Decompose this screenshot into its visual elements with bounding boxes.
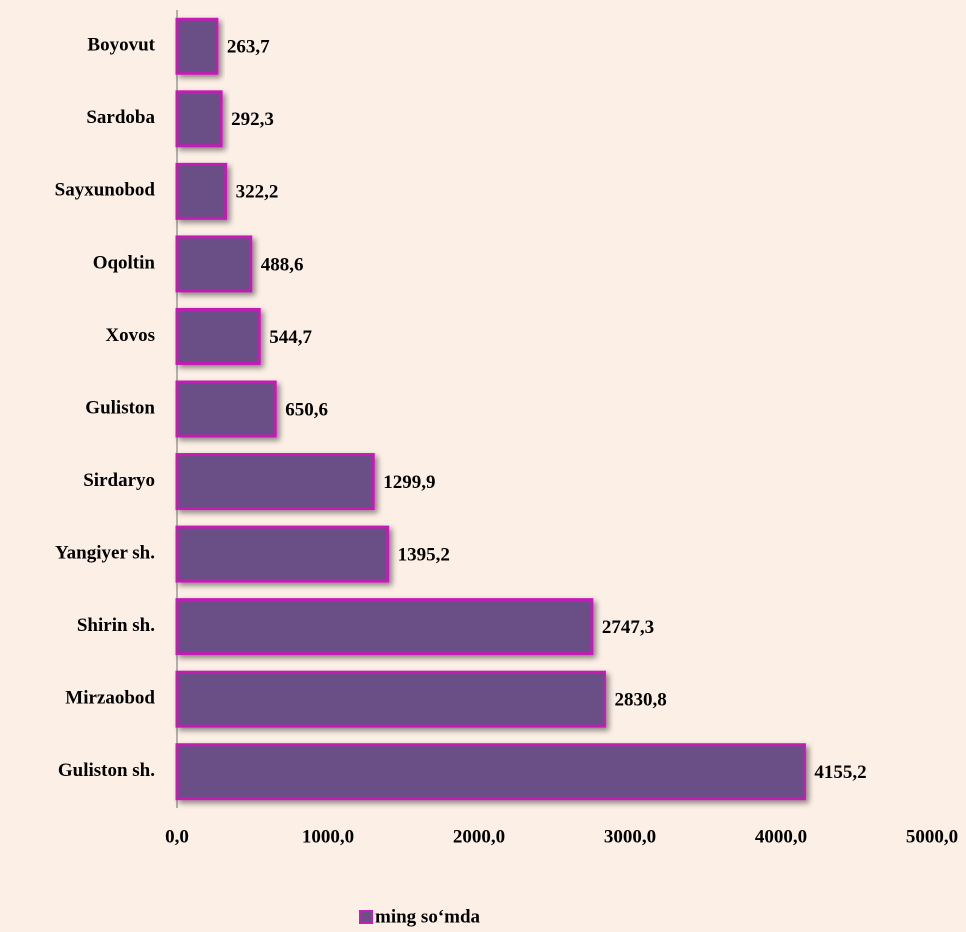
data-label: 2747,3	[602, 617, 654, 638]
bar	[175, 598, 594, 656]
x-tick-label: 0,0	[165, 826, 189, 847]
bar	[175, 235, 253, 293]
data-label: 322,2	[236, 182, 279, 203]
data-label: 1299,9	[383, 472, 435, 493]
data-label: 4155,2	[814, 762, 866, 783]
y-tick-label: Yangiyer sh.	[55, 542, 155, 563]
x-tick-label: 4000,0	[755, 826, 807, 847]
data-label: 488,6	[261, 254, 304, 275]
y-tick-label: Guliston sh.	[58, 760, 155, 781]
y-tick-label: Oqoltin	[93, 252, 156, 273]
bar	[175, 307, 261, 365]
data-label: 292,3	[231, 109, 274, 130]
bar	[175, 380, 277, 438]
bar	[175, 162, 228, 220]
y-tick-label: Mirzaobod	[65, 688, 155, 709]
legend-swatch	[359, 910, 373, 924]
x-tick-label: 5000,0	[906, 826, 958, 847]
data-label: 650,6	[285, 399, 328, 420]
x-tick-label: 1000,0	[302, 826, 354, 847]
data-label: 544,7	[269, 327, 312, 348]
bar	[175, 670, 606, 728]
data-label: 263,7	[227, 37, 270, 58]
bar	[175, 90, 223, 148]
y-tick-label: Shirin sh.	[77, 615, 155, 636]
bar	[175, 453, 375, 511]
legend-label: ming so‘mda	[375, 906, 481, 927]
x-tick-label: 2000,0	[453, 826, 505, 847]
bar	[175, 743, 806, 801]
y-tick-label: Xovos	[105, 325, 155, 346]
data-label: 1395,2	[398, 544, 450, 565]
bar	[175, 525, 390, 583]
y-tick-label: Sayxunobod	[55, 180, 156, 201]
y-tick-label: Boyovut	[87, 35, 155, 56]
bar	[175, 17, 219, 75]
y-tick-label: Sardoba	[86, 107, 155, 128]
x-tick-label: 3000,0	[604, 826, 656, 847]
y-tick-label: Guliston	[85, 397, 155, 418]
y-tick-label: Sirdaryo	[83, 470, 155, 491]
data-label: 2830,8	[614, 690, 666, 711]
